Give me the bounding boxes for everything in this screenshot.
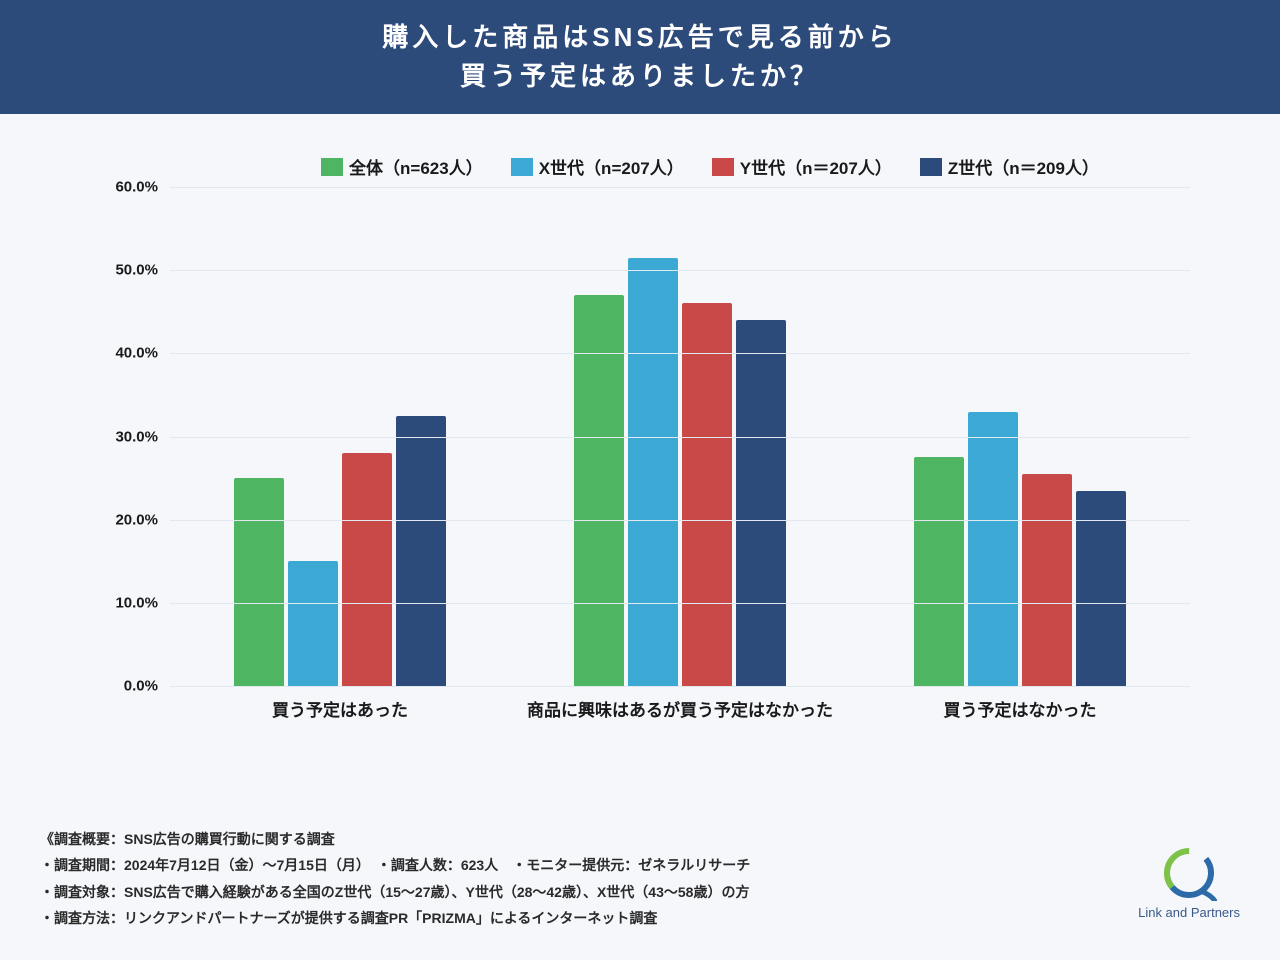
legend-item: Z世代（n＝209人） <box>920 154 1099 179</box>
chart-title-header: 購入した商品はSNS広告で見る前から 買う予定はありましたか？ <box>0 0 1280 114</box>
bar <box>342 453 392 686</box>
gridline <box>170 270 1190 271</box>
bar <box>682 303 732 686</box>
brand-logo: Link and Partners <box>1138 845 1240 920</box>
gridline <box>170 686 1190 687</box>
bar <box>914 457 964 686</box>
logo-icon <box>1161 845 1217 901</box>
x-axis-labels: 買う予定はあった商品に興味はあるが買う予定はなかった買う予定はなかった <box>170 696 1190 721</box>
bar <box>1022 474 1072 686</box>
legend-swatch <box>712 158 734 176</box>
gridline <box>170 520 1190 521</box>
x-axis-label: 商品に興味はあるが買う予定はなかった <box>510 696 850 721</box>
legend-label: 全体（n=623人） <box>349 154 483 179</box>
x-axis-label: 買う予定はなかった <box>850 696 1190 721</box>
chart-plot: 買う予定はあった商品に興味はあるが買う予定はなかった買う予定はなかった 0.0%… <box>170 187 1190 727</box>
footer-line-2: ・調査期間：2024年7月12日（金）～7月15日（月） ・調査人数：623人 … <box>40 852 750 879</box>
y-tick-label: 20.0% <box>115 511 158 528</box>
bar <box>736 320 786 686</box>
y-tick-label: 60.0% <box>115 179 158 196</box>
footer-line-4: ・調査方法：リンクアンドパートナーズが提供する調査PR「PRIZMA」によるイン… <box>40 905 750 932</box>
bar <box>968 412 1018 686</box>
gridline <box>170 187 1190 188</box>
legend-label: X世代（n=207人） <box>539 154 684 179</box>
title-line-2: 買う予定はありましたか？ <box>0 57 1280 96</box>
legend-swatch <box>321 158 343 176</box>
y-tick-label: 50.0% <box>115 262 158 279</box>
logo-text: Link and Partners <box>1138 905 1240 920</box>
legend-swatch <box>920 158 942 176</box>
chart-legend: 全体（n=623人） X世代（n=207人） Y世代（n＝207人） Z世代（n＝20… <box>230 154 1190 179</box>
plot-area: 買う予定はあった商品に興味はあるが買う予定はなかった買う予定はなかった 0.0%… <box>170 187 1190 687</box>
bar <box>628 258 678 686</box>
legend-item: 全体（n=623人） <box>321 154 483 179</box>
gridline <box>170 353 1190 354</box>
x-axis-label: 買う予定はあった <box>170 696 510 721</box>
legend-swatch <box>511 158 533 176</box>
y-tick-label: 40.0% <box>115 345 158 362</box>
bar <box>234 478 284 686</box>
y-tick-label: 0.0% <box>124 678 158 695</box>
legend-label: Y世代（n＝207人） <box>740 154 892 179</box>
y-tick-label: 10.0% <box>115 594 158 611</box>
bar <box>288 561 338 686</box>
gridline <box>170 603 1190 604</box>
survey-footer: 《調査概要：SNS広告の購買行動に関する調査 ・調査期間：2024年7月12日（… <box>40 826 750 932</box>
legend-item: X世代（n=207人） <box>511 154 684 179</box>
gridline <box>170 437 1190 438</box>
footer-line-1: 《調査概要：SNS広告の購買行動に関する調査 <box>40 826 750 853</box>
legend-label: Z世代（n＝209人） <box>948 154 1099 179</box>
chart-container: 全体（n=623人） X世代（n=207人） Y世代（n＝207人） Z世代（n＝20… <box>90 154 1190 727</box>
y-tick-label: 30.0% <box>115 428 158 445</box>
footer-line-3: ・調査対象：SNS広告で購入経験がある全国のZ世代（15～27歳）、Y世代（28… <box>40 879 750 906</box>
title-line-1: 購入した商品はSNS広告で見る前から <box>0 18 1280 57</box>
legend-item: Y世代（n＝207人） <box>712 154 892 179</box>
bar <box>396 416 446 686</box>
